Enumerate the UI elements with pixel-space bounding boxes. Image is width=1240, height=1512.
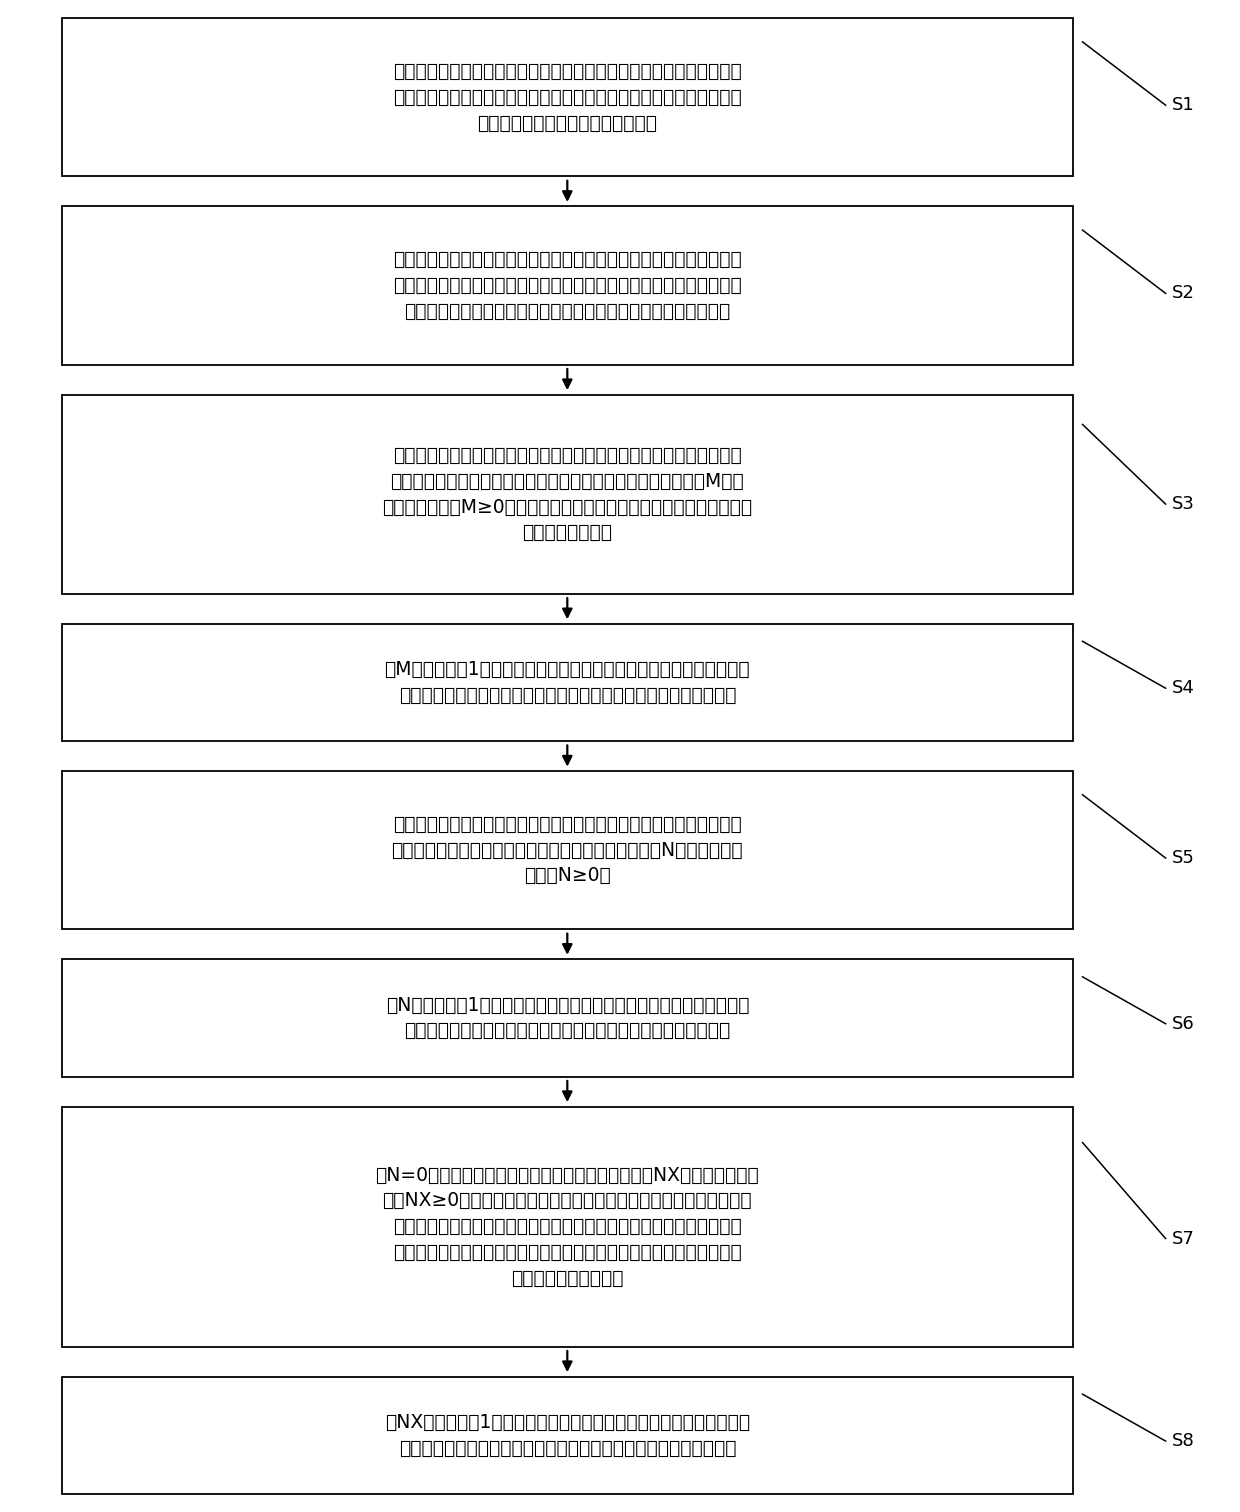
Text: 当N大于或等于1时，根据所述待审核项目的检测结果和匹配项目的每一
检测结果的数值关系，获得所述待审核项目的检测结果的审核结果: 当N大于或等于1时，根据所述待审核项目的检测结果和匹配项目的每一 检测结果的数值… <box>386 995 749 1040</box>
Text: S4: S4 <box>1172 679 1194 697</box>
Text: 若预设的匹配项目的查找范围包括同一条码下的匹配项目、但不包括不
同条码下的匹配项目时，则根据第一数据库获得所述匹配项目的M个检
测结果；其中，M≥0；其中，所述: 若预设的匹配项目的查找范围包括同一条码下的匹配项目、但不包括不 同条码下的匹配项… <box>382 446 753 543</box>
Text: S8: S8 <box>1172 1432 1194 1450</box>
Bar <box>62 959 1073 1077</box>
Text: 接收对任一条码下的待审核项目的病理结果的审核指令，判断所述待审
核项目的检测系统是否与预设的检测系统相匹配，并判断所述条码的患
者信息是否与预设的资料限制相匹配: 接收对任一条码下的待审核项目的病理结果的审核指令，判断所述待审 核项目的检测系统… <box>393 62 742 133</box>
Text: 当M大于或等于1时，根据所述待审核项目的检测结果和匹配项目的每一
检测结果的数值关系，获得所述待审核项目的检测结果的审核结果；: 当M大于或等于1时，根据所述待审核项目的检测结果和匹配项目的每一 检测结果的数值… <box>384 659 750 705</box>
Text: 若预设的匹配项目的查找范围包括同一条码下的匹配项目和不同条码下
的匹配项目时，则根据第一数据库获得所述匹配项目的N个检测结果；
其中，N≥0；: 若预设的匹配项目的查找范围包括同一条码下的匹配项目和不同条码下 的匹配项目时，则… <box>392 815 743 886</box>
Text: S5: S5 <box>1172 850 1194 866</box>
Bar <box>62 1376 1073 1494</box>
Text: S1: S1 <box>1172 97 1194 115</box>
Text: 当N=0时，则根据和第二数据库获得所述匹配项目的NX个检测结果；其
中，NX≥0；其中，第二数据库包括不同条码下的若干个项目的检测结
果；根据第二数据库获得的匹: 当N=0时，则根据和第二数据库获得所述匹配项目的NX个检测结果；其 中，NX≥0… <box>376 1166 759 1288</box>
Bar <box>62 18 1073 177</box>
Text: S2: S2 <box>1172 284 1194 302</box>
Text: S3: S3 <box>1172 494 1194 513</box>
Text: S7: S7 <box>1172 1229 1194 1247</box>
Text: 当NX大于或等于1时，根据所述待审核项目的检测结果和匹配项目的每
一检测结果的数值关系，获得所述待审核项目的检测结果的审核结果: 当NX大于或等于1时，根据所述待审核项目的检测结果和匹配项目的每 一检测结果的数… <box>384 1412 750 1458</box>
Bar <box>62 395 1073 594</box>
Bar <box>62 624 1073 741</box>
Bar <box>62 206 1073 364</box>
Bar <box>62 1107 1073 1347</box>
Text: 若所述待审核项目的检测系统与预设的检测系统相匹配，且判断所述条
码的患者信息与预设的资料限制相匹配，则确定预设的匹配项目的查找
范围；其中，所述匹配项目为与所述: 若所述待审核项目的检测系统与预设的检测系统相匹配，且判断所述条 码的患者信息与预… <box>393 249 742 321</box>
Bar <box>62 771 1073 930</box>
Text: S6: S6 <box>1172 1015 1194 1033</box>
